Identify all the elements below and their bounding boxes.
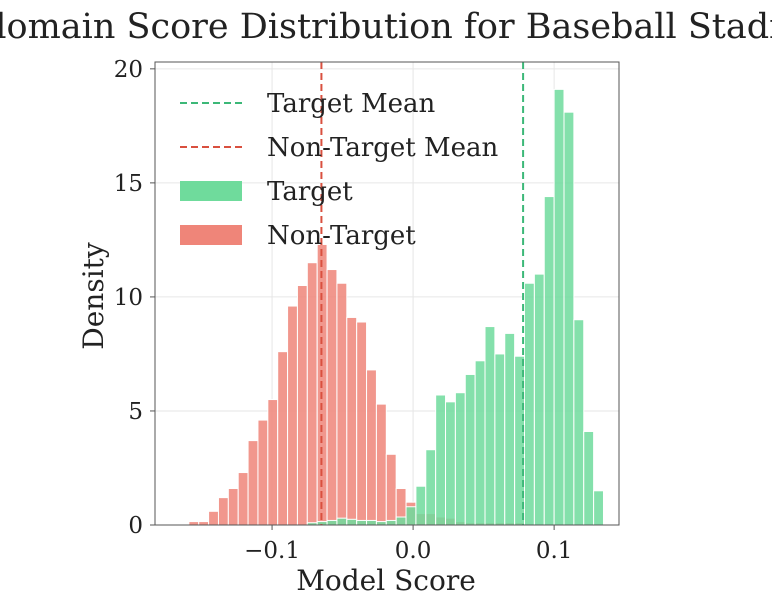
mean-lines	[320, 62, 525, 525]
target-bar	[533, 273, 545, 526]
target-bar	[375, 521, 387, 526]
target-bar	[435, 394, 447, 526]
non-target-bar	[287, 305, 298, 526]
target-bar	[474, 360, 486, 526]
non-target-bar	[277, 351, 289, 526]
non-target-bar	[326, 269, 338, 526]
target-bar	[504, 332, 516, 526]
legend-label-non-target-mean: Non-Target Mean	[267, 133, 499, 163]
target-bar	[494, 353, 506, 526]
target-bar	[464, 373, 476, 526]
y-axis-label: Density	[77, 242, 110, 350]
y-tick-label: 15	[114, 171, 143, 197]
non-target-bar	[375, 403, 387, 526]
legend-label-target-mean: Target Mean	[267, 89, 436, 119]
target-bar	[346, 518, 358, 526]
y-tick-label: 0	[128, 513, 143, 539]
non-target-bar	[257, 419, 269, 526]
legend-swatch-target	[180, 181, 242, 201]
target-bars	[306, 88, 604, 526]
non-target-bar	[188, 521, 200, 526]
x-axis-label: Model Score	[296, 564, 476, 597]
plot-frame	[154, 61, 620, 526]
non-target-bar	[247, 440, 259, 526]
target-bar	[573, 319, 585, 526]
chart-title: In-domain Score Distribution for Basebal…	[0, 7, 772, 47]
non-target-bar	[385, 453, 397, 526]
target-bar	[563, 111, 575, 526]
non-target-bar	[237, 472, 249, 526]
x-tick-label: 0.1	[536, 538, 573, 564]
legend-swatch-non-target	[180, 225, 242, 245]
non-target-bar	[227, 488, 239, 526]
x-axis-ticks: −0.1 0.0 0.1	[244, 525, 572, 564]
target-bar	[425, 449, 437, 526]
target-bar	[415, 485, 427, 526]
non-target-bar	[366, 369, 377, 526]
y-tick-label: 5	[128, 399, 143, 425]
legend-label-target: Target	[267, 177, 353, 207]
target-bar	[593, 490, 604, 526]
non-target-bar	[336, 282, 348, 526]
non-target-bar	[306, 262, 318, 526]
legend-label-non-target: Non-Target	[267, 221, 416, 251]
target-bar	[395, 516, 407, 526]
legend: Target Mean Non-Target Mean Target Non-Targ…	[180, 89, 499, 251]
target-bar	[553, 88, 565, 526]
y-tick-label: 20	[114, 57, 143, 83]
target-bar	[336, 517, 348, 526]
target-bar	[583, 430, 595, 526]
non-target-bar	[217, 497, 229, 526]
non-target-bar	[296, 285, 308, 526]
target-bar	[524, 282, 535, 526]
target-bar	[484, 326, 496, 526]
non-target-bar	[346, 316, 358, 526]
x-tick-label: 0.0	[395, 538, 432, 564]
target-bar	[366, 519, 377, 526]
y-axis-ticks: 0 5 10 15 20	[114, 57, 155, 539]
target-bar	[385, 519, 397, 526]
target-bar	[326, 519, 338, 526]
target-bar	[445, 401, 456, 526]
target-bar	[405, 506, 417, 526]
non-target-bar	[208, 510, 219, 526]
target-bar	[543, 196, 555, 526]
target-bar	[356, 519, 368, 526]
y-tick-label: 10	[114, 285, 143, 311]
non-target-bar	[198, 521, 210, 526]
non-target-bar	[267, 399, 279, 526]
x-tick-label: −0.1	[244, 538, 300, 564]
non-target-bar	[356, 321, 368, 526]
target-bar	[454, 392, 466, 526]
